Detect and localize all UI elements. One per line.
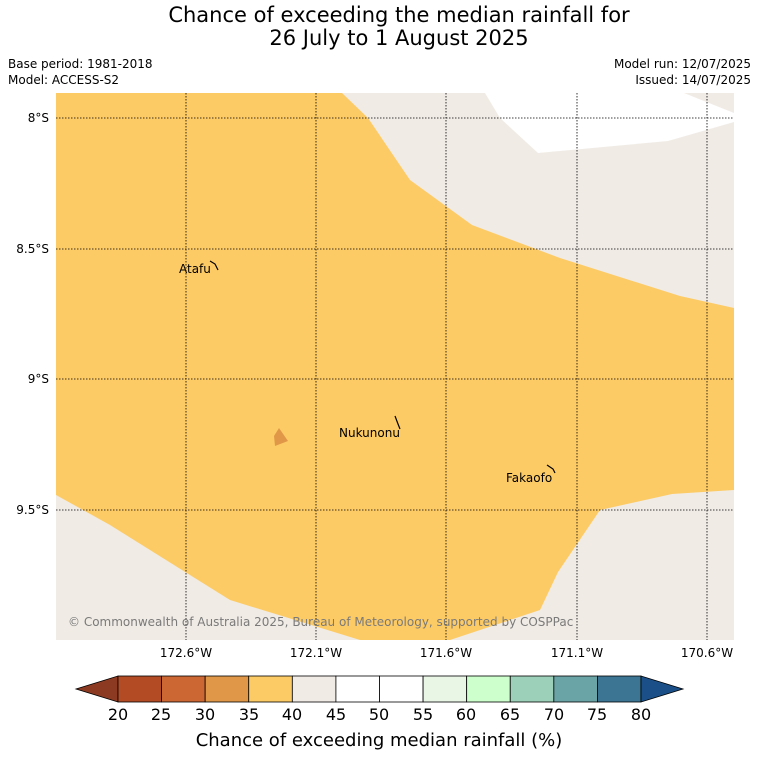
cbar-tick-40: 40 xyxy=(281,705,303,724)
lon-label-171-1w: 171.1°W xyxy=(550,646,604,660)
cbar-tick-80: 80 xyxy=(630,705,652,724)
meta-left: Base period: 1981-2018 Model: ACCESS-S2 xyxy=(8,56,153,88)
lat-label-8-5s: 8.5°S xyxy=(16,242,49,256)
cbar-tick-65: 65 xyxy=(499,705,521,724)
lon-label-170-6w: 170.6°W xyxy=(680,646,734,660)
lon-label-171-6w: 171.6°W xyxy=(419,646,473,660)
cbar-tick-60: 60 xyxy=(455,705,477,724)
cbar-tick-35: 35 xyxy=(238,705,260,724)
cbar-segment-35_40 xyxy=(248,675,293,703)
lon-label-172-6w: 172.6°W xyxy=(159,646,213,660)
lat-label-9-5s: 9.5°S xyxy=(16,503,49,517)
colorbar-label: Chance of exceeding median rainfall (%) xyxy=(195,730,563,751)
cbar-segment-50_55 xyxy=(379,675,424,703)
cbar-segment-75_80 xyxy=(597,675,642,703)
model-name: Model: ACCESS-S2 xyxy=(8,73,120,87)
cbar-tick-75: 75 xyxy=(586,705,608,724)
model-run: Model run: 12/07/2025 xyxy=(613,57,751,71)
cbar-segment-45_50 xyxy=(335,675,380,703)
cbar-tick-55: 55 xyxy=(412,705,434,724)
cbar-segment-40_45 xyxy=(291,675,337,703)
probability-35-40-region xyxy=(56,93,734,640)
cbar-tick-70: 70 xyxy=(543,705,565,724)
cbar-segment-25_30 xyxy=(161,675,206,703)
cbar-tick-30: 30 xyxy=(194,705,216,724)
place-label-nukunonu: Nukunonu xyxy=(339,426,400,440)
cbar-tick-45: 45 xyxy=(325,705,347,724)
cbar-extend-low xyxy=(74,675,119,703)
place-label-fakaofo: Fakaofo xyxy=(506,471,552,485)
issued-date: Issued: 14/07/2025 xyxy=(635,73,751,87)
fakaofo-atoll xyxy=(546,464,556,474)
base-period: Base period: 1981-2018 xyxy=(8,57,153,71)
no-data-white-region xyxy=(485,93,734,153)
cbar-segment-65_70 xyxy=(509,675,555,703)
map-title: Chance of exceeding the median rainfall … xyxy=(0,4,758,50)
nukunonu-atoll xyxy=(394,415,401,430)
title-line-2: 26 July to 1 August 2025 xyxy=(269,26,529,50)
lat-label-9s: 9°S xyxy=(27,372,49,386)
cbar-segment-20_25 xyxy=(117,675,162,703)
cbar-tick-50: 50 xyxy=(368,705,390,724)
place-label-atafu: Atafu xyxy=(179,262,211,276)
cbar-segment-30_35 xyxy=(204,675,250,703)
gridlines xyxy=(56,93,734,640)
lon-label-172-1w: 172.1°W xyxy=(289,646,343,660)
cbar-segment-70_75 xyxy=(553,675,598,703)
title-line-1: Chance of exceeding the median rainfall … xyxy=(168,3,630,27)
probability-30-35-patch xyxy=(274,428,288,446)
atafu-atoll xyxy=(209,260,219,271)
cbar-segment-55_60 xyxy=(422,675,468,703)
cbar-tick-20: 20 xyxy=(107,705,129,724)
lat-label-8s: 8°S xyxy=(27,111,49,125)
copyright-notice: © Commonwealth of Australia 2025, Bureau… xyxy=(68,615,573,629)
atolls xyxy=(209,260,556,474)
cbar-extend-high xyxy=(640,675,685,703)
cbar-tick-25: 25 xyxy=(150,705,172,724)
meta-right: Model run: 12/07/2025 Issued: 14/07/2025 xyxy=(614,56,751,88)
cbar-segment-60_65 xyxy=(466,675,511,703)
